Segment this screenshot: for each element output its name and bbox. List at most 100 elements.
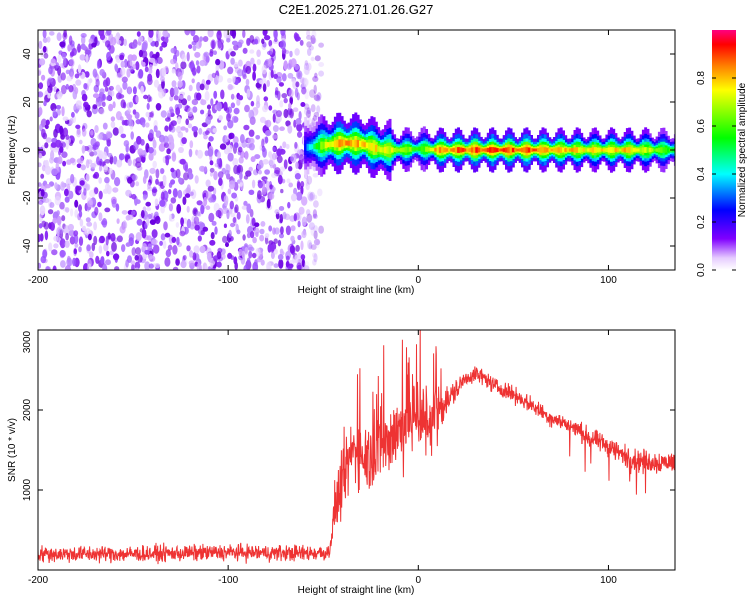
spectrogram-noise-cell bbox=[53, 128, 58, 138]
spectrogram-noise-cell bbox=[164, 232, 171, 238]
x-tick-label: -200 bbox=[28, 575, 48, 586]
spectrogram-signal bbox=[304, 112, 675, 181]
spectrogram-signal-cell bbox=[495, 148, 499, 152]
spectrogram-noise-cell bbox=[310, 104, 316, 113]
spectrogram-noise-cell bbox=[77, 43, 81, 53]
spectrogram-noise-cell bbox=[49, 116, 53, 122]
spectrogram-noise-cell bbox=[128, 101, 134, 108]
spectrogram-noise-cell bbox=[161, 67, 167, 77]
spectrogram-noise-cell bbox=[192, 35, 200, 43]
spectrogram-noise-cell bbox=[261, 138, 265, 148]
spectrogram-noise-cell bbox=[185, 187, 191, 195]
spectrogram-noise-cell bbox=[147, 73, 153, 82]
spectrogram-noise-cell bbox=[76, 105, 83, 110]
spectrogram-noise-cell bbox=[144, 249, 150, 255]
spectrogram-noise-cell bbox=[236, 211, 241, 220]
spectrogram-noise-cell bbox=[195, 211, 201, 217]
spectrogram-noise-cell bbox=[52, 108, 57, 117]
spectrogram-noise-cell bbox=[75, 79, 82, 86]
spectrogram-noise-cell bbox=[145, 111, 150, 118]
spectrogram-noise-cell bbox=[281, 47, 287, 55]
spectrogram-noise-cell bbox=[135, 181, 140, 187]
spectrogram-noise-cell bbox=[105, 95, 112, 101]
spectrogram-noise-cell bbox=[246, 257, 251, 266]
spectrogram-noise-cell bbox=[281, 73, 287, 82]
spectrogram-noise-cell bbox=[279, 100, 284, 108]
spectrogram-noise-cell bbox=[89, 189, 96, 198]
spectrogram-noise-cell bbox=[140, 85, 145, 94]
spectrogram-signal-cell bbox=[320, 141, 324, 150]
spectrogram-noise-cell bbox=[252, 236, 257, 244]
spectrogram-noise-cell bbox=[112, 187, 119, 193]
spectrogram-noise-cell bbox=[56, 215, 62, 226]
spectrogram-noise-cell bbox=[310, 34, 316, 45]
spectrogram-noise-cell bbox=[254, 154, 261, 160]
spectrogram-noise-cell bbox=[203, 134, 208, 140]
spectrogram-noise-cell bbox=[99, 69, 105, 76]
spectrogram-noise-cell bbox=[112, 127, 119, 136]
spectrogram-noise-cell bbox=[295, 118, 302, 125]
spectrogram-noise-cell bbox=[270, 69, 274, 79]
spectrogram-noise-cell bbox=[264, 136, 269, 144]
spectrogram-signal-cell bbox=[637, 148, 641, 152]
spectrogram-noise-cell bbox=[315, 95, 321, 102]
spectrogram-noise-cell bbox=[81, 128, 87, 137]
spectrogram-noise-cell bbox=[267, 50, 273, 56]
spectrogram-noise-cell bbox=[180, 126, 186, 131]
spectrogram-noise-cell bbox=[216, 101, 222, 112]
spectrogram-signal-cell bbox=[345, 140, 349, 146]
spectrogram-signal-cell bbox=[482, 148, 486, 152]
spectrogram-noise-cell bbox=[193, 245, 200, 254]
spectrogram-noise-cell bbox=[243, 200, 248, 207]
spectrogram-noise-cell bbox=[238, 59, 243, 67]
spectrogram-signal-cell bbox=[368, 142, 371, 150]
spectrogram-noise-cell bbox=[278, 259, 284, 269]
spectrogram-noise-cell bbox=[65, 207, 70, 213]
spectrogram-noise-cell bbox=[260, 221, 266, 227]
spectrogram-noise-cell bbox=[279, 248, 284, 254]
spectrogram-noise-cell bbox=[313, 84, 317, 95]
spectrogram-noise-cell bbox=[276, 155, 283, 164]
spectrogram-noise-cell bbox=[315, 239, 320, 249]
spectrogram-noise-cell bbox=[170, 197, 177, 204]
spectrogram-noise-cell bbox=[248, 250, 253, 259]
spectrogram-noise-cell bbox=[290, 193, 297, 202]
spectrogram-noise-cell bbox=[313, 238, 321, 246]
spectrogram-noise bbox=[38, 30, 325, 270]
spectrogram-noise-cell bbox=[106, 51, 112, 61]
spectrogram-noise-cell bbox=[116, 235, 123, 243]
spectrogram-noise-cell bbox=[105, 130, 112, 139]
spectrogram-signal-cell bbox=[317, 142, 321, 150]
spectrogram-noise-cell bbox=[127, 118, 134, 127]
spectrogram-noise-cell bbox=[309, 89, 316, 98]
spectrogram-noise-cell bbox=[132, 86, 137, 95]
spectrogram-noise-cell bbox=[208, 197, 214, 203]
spectrogram-noise-cell bbox=[92, 142, 99, 150]
spectrogram-signal-cell bbox=[429, 148, 433, 151]
spectrogram-noise-cell bbox=[50, 150, 55, 161]
spectrogram-noise-cell bbox=[62, 127, 69, 137]
spectrogram-noise-cell bbox=[142, 122, 146, 128]
spectrogram-noise-cell bbox=[108, 167, 113, 175]
spectrogram-noise-cell bbox=[98, 238, 102, 244]
spectrogram-noise-cell bbox=[300, 240, 304, 251]
spectrogram-noise-cell bbox=[209, 160, 214, 166]
spectrogram-noise-cell bbox=[266, 198, 271, 209]
spectrogram-noise-cell bbox=[273, 238, 278, 244]
spectrogram-signal-cell bbox=[566, 148, 570, 152]
spectrogram-signal-cell bbox=[525, 147, 529, 153]
x-tick-label: -200 bbox=[28, 275, 48, 286]
spectrogram-signal-cell bbox=[363, 142, 367, 148]
spectrogram-noise-cell bbox=[282, 141, 287, 149]
spectrogram-noise-cell bbox=[257, 190, 262, 200]
spectrogram-noise-cell bbox=[155, 103, 162, 111]
spectrogram-noise-cell bbox=[189, 140, 194, 149]
spectrogram-noise-cell bbox=[254, 38, 259, 45]
spectrogram-signal-cell bbox=[518, 148, 522, 152]
spectrogram-noise-cell bbox=[52, 217, 58, 224]
spectrogram-noise-cell bbox=[312, 194, 318, 200]
spectrogram-signal-cell bbox=[628, 147, 632, 153]
spectrogram-noise-cell bbox=[135, 119, 141, 125]
spectrogram-noise-cell bbox=[176, 203, 182, 214]
spectrogram-noise-cell bbox=[259, 234, 265, 242]
